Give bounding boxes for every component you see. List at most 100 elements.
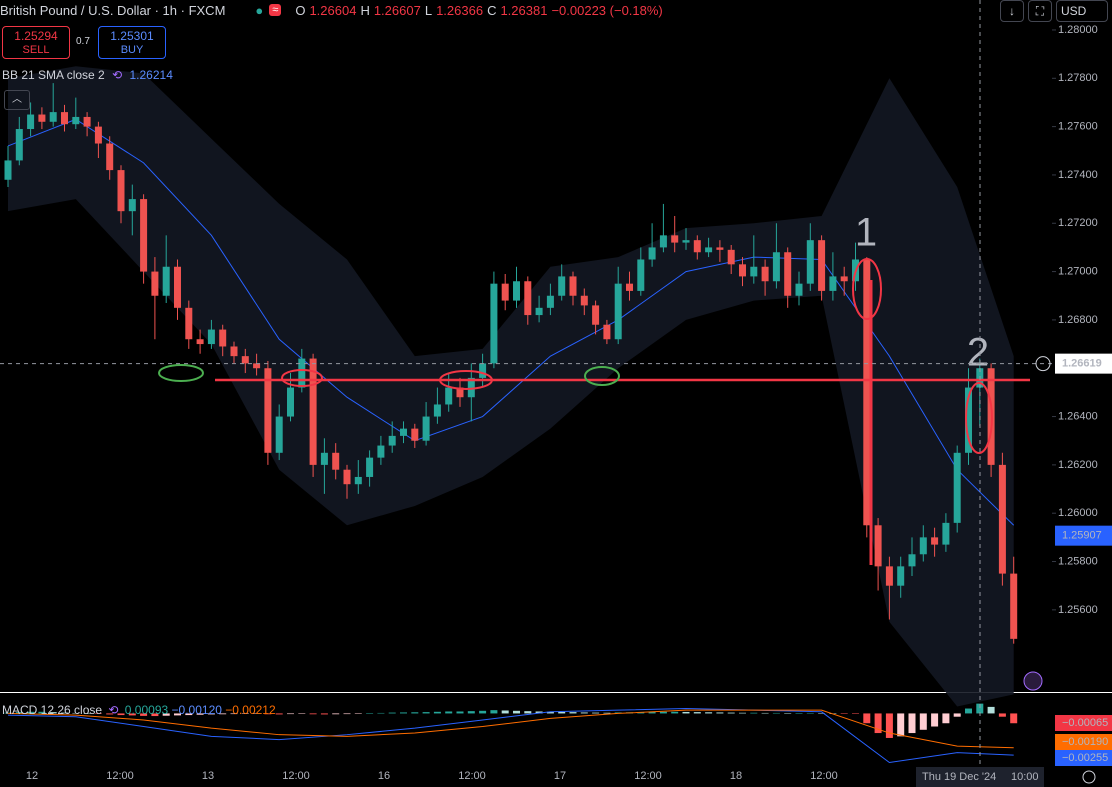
- candle-body: [343, 469, 351, 485]
- candle-body: [919, 537, 927, 555]
- macd-value-label: −0.00190: [1062, 736, 1108, 748]
- macd-legend: MACD 12 26 close ⟲ 0.00093 −0.00120 −0.0…: [2, 703, 276, 717]
- macd-histogram-bar: [377, 712, 385, 714]
- candle-body: [106, 143, 114, 171]
- candle-body: [1010, 573, 1018, 639]
- candle-body: [49, 112, 57, 122]
- macd-histogram-bar: [546, 711, 554, 714]
- macd-histogram-bar: [15, 712, 23, 714]
- collapse-button[interactable]: ︿: [4, 90, 30, 110]
- download-button[interactable]: ↓: [1000, 0, 1024, 22]
- candle-body: [513, 281, 520, 301]
- candle-body: [174, 266, 181, 308]
- macd-histogram-bar: [207, 713, 215, 715]
- y-tick-label: 1.26000: [1058, 507, 1098, 519]
- macd-histogram-bar: [253, 713, 261, 714]
- crosshair-time-badge: [916, 767, 1044, 787]
- candle-body: [874, 525, 882, 567]
- macd-histogram-bar: [716, 712, 724, 714]
- macd-histogram-bar: [185, 713, 193, 716]
- candle-body: [400, 428, 407, 436]
- indicator-icon[interactable]: ⟲: [112, 68, 123, 82]
- macd-histogram-bar: [94, 713, 102, 714]
- macd-histogram-bar: [241, 713, 249, 714]
- x-tick-label: 18: [730, 770, 742, 782]
- candle-body: [38, 114, 46, 122]
- candle-body: [806, 240, 814, 284]
- macd-histogram-bar: [513, 710, 520, 714]
- currency-select[interactable]: USD: [1056, 0, 1108, 22]
- candle-body: [320, 452, 328, 465]
- candle-body: [309, 358, 317, 465]
- ohlc-h: 1.26607: [373, 2, 421, 18]
- macd-line: [7, 708, 1014, 764]
- candle-body: [931, 537, 939, 545]
- macd-histogram-bar: [863, 713, 871, 724]
- macd-histogram-bar: [535, 711, 543, 714]
- buy-button[interactable]: 1.25301 BUY: [98, 26, 166, 59]
- macd-histogram-bar: [72, 712, 80, 714]
- candle-body: [366, 457, 374, 477]
- x-tick-label: 17: [554, 770, 566, 782]
- y-tick-label: 1.25600: [1058, 604, 1098, 616]
- macd-histogram-bar: [727, 712, 735, 714]
- macd-histogram-bar: [603, 712, 611, 714]
- x-tick-label: 12:00: [634, 770, 662, 782]
- macd-histogram-bar: [919, 713, 927, 730]
- y-tick-label: 1.27600: [1058, 121, 1098, 133]
- candle-body: [592, 305, 600, 325]
- macd-histogram-bar: [693, 712, 701, 714]
- add-alert-button[interactable]: [1035, 356, 1051, 372]
- fullscreen-button[interactable]: ⛶: [1028, 0, 1052, 22]
- candle-body: [772, 252, 780, 282]
- candle-body: [445, 387, 453, 405]
- macd-histogram-bar: [739, 712, 746, 714]
- candle-body: [253, 363, 261, 369]
- macd-histogram-bar: [275, 713, 283, 715]
- macd-histogram-bar: [38, 711, 46, 714]
- ohlc-l: 1.26366: [436, 2, 484, 18]
- macd-histogram-bar: [976, 703, 984, 714]
- macd-histogram-bar: [682, 711, 690, 714]
- macd-histogram-bar: [140, 713, 148, 716]
- candle-body: [422, 416, 430, 441]
- candle-body: [603, 324, 611, 340]
- settings-button[interactable]: [1082, 770, 1096, 784]
- candle-body: [196, 339, 204, 345]
- macd-value-label: −0.00255: [1062, 752, 1108, 764]
- candle-body: [4, 160, 12, 180]
- x-tick-label: 16: [378, 770, 390, 782]
- x-tick-label: 12:00: [106, 770, 134, 782]
- highlight-ellipse: [439, 370, 493, 390]
- bollinger-band: [8, 66, 1014, 707]
- macd-histogram-bar: [61, 712, 68, 714]
- candle-body: [614, 283, 622, 340]
- candle-body: [230, 346, 238, 357]
- macd-histogram-bar: [479, 710, 487, 714]
- candle-body: [207, 329, 215, 345]
- candle-body: [558, 276, 566, 296]
- x-tick-label: 12:00: [458, 770, 486, 782]
- macd-icon[interactable]: ⟲: [108, 703, 119, 717]
- candle-body: [965, 387, 972, 453]
- macd-histogram-bar: [117, 713, 125, 716]
- candle-body: [998, 464, 1006, 574]
- macd-histogram-bar: [705, 712, 713, 714]
- highlight-ellipse: [852, 258, 882, 320]
- macd-histogram-bar: [761, 712, 769, 714]
- header: British Pound / U.S. Dollar · 1h · FXCM …: [0, 0, 667, 20]
- macd-histogram-bar: [953, 713, 961, 717]
- sell-button[interactable]: 1.25294 SELL: [2, 26, 70, 59]
- candle-body: [72, 116, 80, 125]
- macd-histogram-bar: [784, 713, 792, 714]
- candle-body: [456, 387, 464, 398]
- macd-histogram-bar: [795, 713, 803, 714]
- y-tick-label: 1.27800: [1058, 72, 1098, 84]
- indicator-value: 1.26214: [129, 68, 173, 82]
- replay-button[interactable]: [1023, 671, 1043, 691]
- crosshair-price-badge: [1055, 353, 1112, 374]
- macd-histogram-bar: [580, 712, 588, 714]
- candle-body: [897, 566, 905, 586]
- macd-value: −0.00120: [171, 703, 222, 717]
